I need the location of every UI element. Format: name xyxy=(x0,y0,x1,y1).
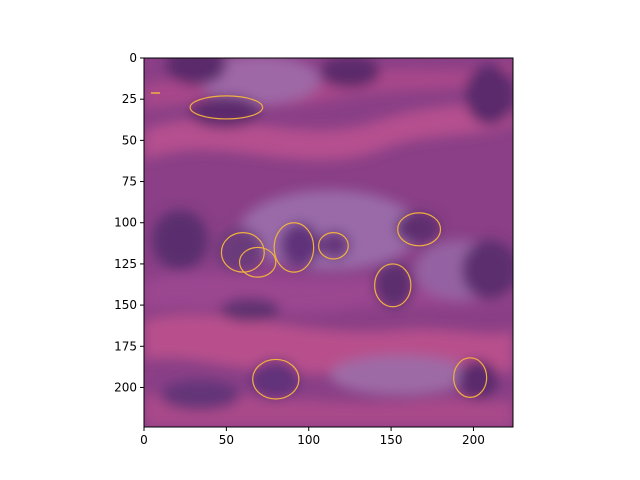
y-tick-label: 75 xyxy=(122,175,137,189)
y-tick-label: 125 xyxy=(114,257,137,271)
y-tick-label: 200 xyxy=(114,380,137,394)
x-tick-label: 100 xyxy=(297,433,320,447)
y-tick-label: 150 xyxy=(114,298,137,312)
y-tick-label: 50 xyxy=(122,133,137,147)
x-tick-label: 150 xyxy=(380,433,403,447)
histology-image xyxy=(144,58,513,427)
nucleus-outline xyxy=(318,232,349,260)
nucleus-outline xyxy=(220,232,265,273)
y-tick-label: 25 xyxy=(122,92,137,106)
x-tick-label: 0 xyxy=(140,433,148,447)
y-axis: 0 25 50 75 100 125 150 175 200 xyxy=(114,51,144,394)
nucleus-outline xyxy=(273,222,315,273)
nucleus-outline xyxy=(374,263,412,308)
nucleus-outline xyxy=(252,358,300,400)
nucleus-outline xyxy=(238,246,277,278)
y-tick-label: 0 xyxy=(129,51,137,65)
nucleus-outline xyxy=(453,357,488,398)
plot-frame xyxy=(143,57,514,428)
y-tick-label: 100 xyxy=(114,216,137,230)
x-tick-label: 200 xyxy=(462,433,485,447)
y-tick-label: 175 xyxy=(114,339,137,353)
nucleus-outline xyxy=(189,95,264,120)
x-axis: 0 50 100 150 200 xyxy=(140,427,485,447)
nucleus-outline xyxy=(397,212,442,247)
x-tick-label: 50 xyxy=(219,433,234,447)
nucleus-outlines xyxy=(189,95,488,400)
